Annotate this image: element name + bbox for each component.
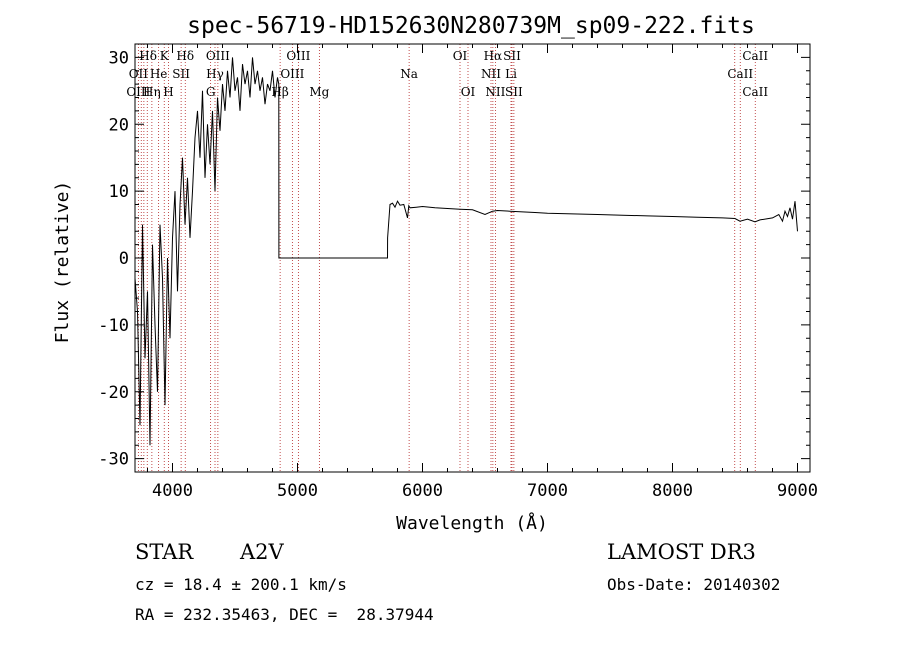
- obs-date: Obs-Date: 20140302: [607, 575, 781, 594]
- spectral-line-label: Hα: [484, 49, 503, 63]
- spectral-line-label: OI: [453, 49, 468, 63]
- spectral-line-label: Hδ: [176, 49, 194, 63]
- axis-ticks: 4000 5000 6000 7000 8000 9000 -30 -20 -10 0 10 20 30: [98, 44, 818, 501]
- x-tick-label: 4000: [152, 481, 193, 501]
- spectral-line-label: OII: [129, 67, 149, 81]
- y-tick-label: 0: [119, 249, 129, 269]
- spectral-line-label: Mg: [309, 85, 329, 99]
- spectral-line-label: NII: [485, 85, 505, 99]
- spectral-line-label: G: [206, 85, 216, 99]
- x-tick-label: 5000: [277, 481, 318, 501]
- x-axis-label: Wavelength (Å): [396, 512, 548, 534]
- spectral-line-label: He: [150, 67, 168, 81]
- spectral-line-label: SII: [505, 85, 523, 99]
- y-tick-label: 20: [109, 115, 129, 135]
- y-tick-label: 30: [109, 48, 129, 68]
- spectral-line-label: CaII: [742, 49, 768, 63]
- spectral-line-label: Hβ: [271, 85, 288, 99]
- coordinates: RA = 232.35463, DEC = 28.37944: [135, 605, 434, 624]
- redshift-cz: cz = 18.4 ± 200.1 km/s: [135, 575, 347, 594]
- spectral-line-label: OIII: [280, 67, 304, 81]
- object-subclass: A2V: [240, 540, 284, 564]
- spectral-line-label: OIII: [286, 49, 310, 63]
- spectral-line-label: Li: [505, 67, 517, 81]
- spectral-line-label: SII: [503, 49, 521, 63]
- x-tick-label: 7000: [527, 481, 568, 501]
- spectral-line-label: Hη: [143, 85, 161, 99]
- spectral-line-label: NII: [481, 67, 501, 81]
- spectral-line-label: OI: [461, 85, 476, 99]
- y-tick-label: -30: [98, 450, 129, 470]
- spectrum-series: [134, 57, 798, 446]
- spectral-line-label: H: [163, 85, 173, 99]
- spectral-line-label: OIII: [206, 49, 230, 63]
- spectral-line-label: CaII: [742, 85, 768, 99]
- spectral-line-label: SII: [172, 67, 190, 81]
- x-tick-label: 9000: [777, 481, 818, 501]
- x-tick-label: 6000: [402, 481, 443, 501]
- plot-frame: [134, 43, 811, 473]
- y-tick-label: -10: [98, 316, 129, 336]
- spectral-line-label: OIII: [126, 85, 150, 99]
- spectral-line-label: Hδ: [139, 49, 157, 63]
- object-class: STAR: [135, 540, 194, 564]
- spectrum-line: [134, 57, 798, 446]
- spectral-line-label: CaII: [727, 67, 753, 81]
- spectral-line-markers: [137, 44, 756, 472]
- spectral-line-label: Na: [400, 67, 418, 81]
- spectral-line-label: K: [160, 49, 170, 63]
- y-tick-label: 10: [109, 182, 129, 202]
- y-tick-label: -20: [98, 383, 129, 403]
- x-tick-label: 8000: [652, 481, 693, 501]
- spectral-line-label: Hγ: [206, 67, 224, 81]
- y-axis-label: Flux (relative): [52, 181, 73, 344]
- survey-name: LAMOST DR3: [607, 540, 756, 564]
- chart-title: spec-56719-HD152630N280739M_sp09-222.fit…: [187, 13, 755, 39]
